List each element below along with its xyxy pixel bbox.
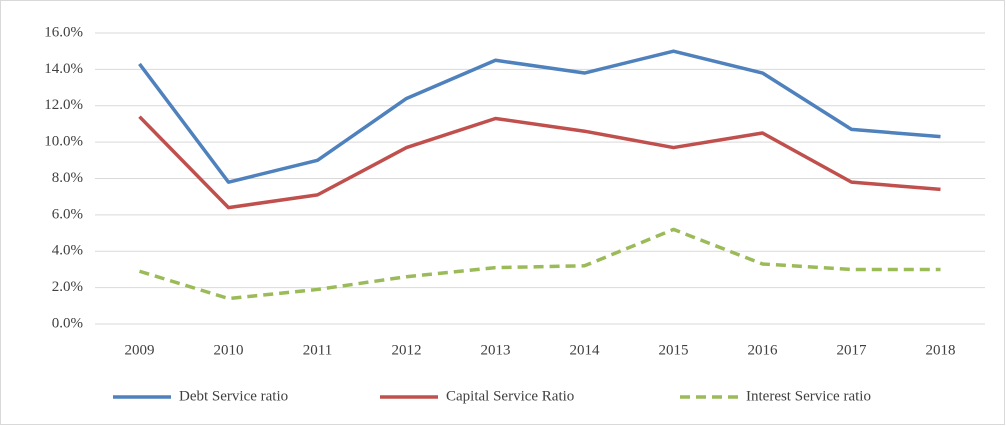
x-tick-label: 2017 [837,342,868,358]
legend-label: Debt Service ratio [179,388,288,404]
y-tick-label: 4.0% [52,243,83,259]
y-tick-label: 6.0% [52,206,83,222]
x-tick-label: 2011 [303,342,332,358]
x-tick-label: 2018 [926,342,956,358]
x-tick-label: 2010 [214,342,244,358]
y-tick-label: 8.0% [52,170,83,186]
y-tick-label: 16.0% [44,24,83,40]
x-tick-label: 2013 [481,342,511,358]
y-tick-label: 14.0% [44,61,83,77]
series-line [138,227,941,301]
y-tick-label: 0.0% [52,315,83,331]
y-tick-label: 2.0% [52,279,83,295]
x-tick-label: 2015 [659,342,689,358]
x-tick-label: 2014 [570,342,601,358]
y-tick-label: 10.0% [44,134,83,150]
x-tick-label: 2016 [748,342,779,358]
series-line [138,115,941,210]
legend-label: Interest Service ratio [746,388,871,404]
series-line [138,49,941,184]
x-tick-label: 2012 [392,342,422,358]
x-tick-label: 2009 [125,342,155,358]
legend-label: Capital Service Ratio [446,388,574,404]
y-tick-label: 12.0% [44,97,83,113]
